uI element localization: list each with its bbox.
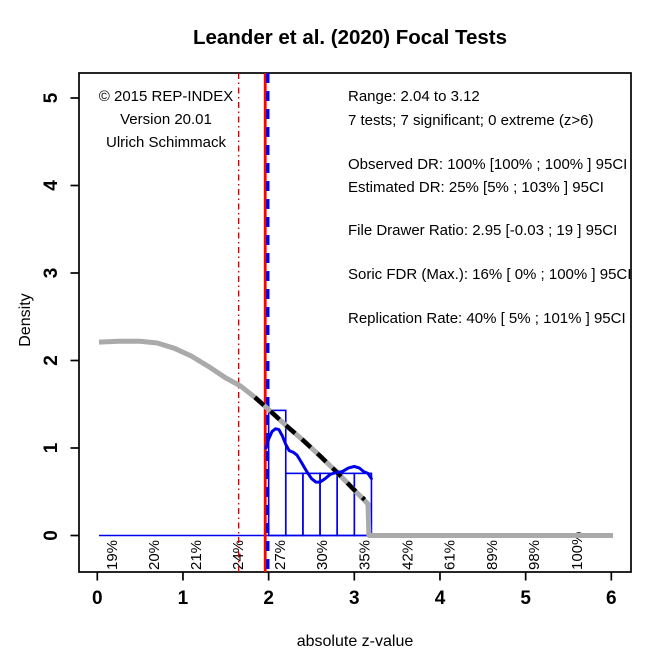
- x-axis-title: absolute z-value: [297, 633, 414, 650]
- x-tick-label: 1: [178, 588, 189, 609]
- y-tick-label: 4: [41, 180, 62, 191]
- copyright-line: © 2015 REP-INDEX: [99, 88, 233, 105]
- power-label: 21%: [188, 540, 205, 570]
- power-label: 35%: [357, 540, 374, 570]
- plot-title: Leander et al. (2020) Focal Tests: [193, 26, 507, 49]
- y-tick-label: 0: [41, 530, 62, 541]
- y-tick-label: 3: [41, 268, 62, 279]
- power-label: 89%: [484, 540, 501, 570]
- observed-dr-stat: Observed DR: 100% [100% ; 100% ] 95CI: [348, 156, 627, 173]
- histogram-layer: [267, 409, 373, 537]
- x-tick-label: 6: [606, 588, 617, 609]
- axes-layer: [70, 72, 632, 581]
- blue-density-curve: [264, 427, 373, 484]
- tick-labels-layer: 0 1 2 3 4 5 6 0 1 2 3 4 5: [41, 92, 617, 609]
- gray-model-curve: [98, 338, 613, 538]
- power-labels-layer: 19% 20% 21% 24% 27% 30% 35% 42% 61% 89% 98% 100%: [104, 532, 586, 570]
- power-label: 20%: [146, 540, 163, 570]
- power-label: 100%: [569, 532, 586, 570]
- x-tick-label: 5: [520, 588, 531, 609]
- power-label: 27%: [272, 540, 289, 570]
- version-line: Version 20.01: [120, 111, 212, 128]
- histogram-bar: [284, 472, 304, 537]
- replication-rate-stat: Replication Rate: 40% [ 5% ; 101% ] 95CI: [348, 310, 626, 327]
- power-label: 98%: [526, 540, 543, 570]
- y-tick-label: 1: [41, 442, 62, 453]
- y-tick-label: 5: [41, 92, 62, 103]
- power-label: 30%: [314, 540, 331, 570]
- author-line: Ulrich Schimmack: [106, 134, 227, 151]
- power-label: 19%: [104, 540, 121, 570]
- y-tick-label: 2: [41, 355, 62, 366]
- x-tick-label: 0: [92, 588, 103, 609]
- histogram-bar: [319, 472, 338, 537]
- x-tick-label: 4: [435, 588, 446, 609]
- x-tick-label: 2: [263, 588, 274, 609]
- estimated-dr-stat: Estimated DR: 25% [5% ; 103% ] 95CI: [348, 179, 604, 196]
- soric-fdr-stat: Soric FDR (Max.): 16% [ 0% ; 100% ] 95CI: [348, 266, 631, 283]
- power-label: 61%: [441, 540, 458, 570]
- range-stat: Range: 2.04 to 3.12: [348, 88, 480, 105]
- curves-layer: [98, 338, 613, 538]
- black-dashed-curve: [253, 395, 367, 502]
- histogram-bar: [353, 472, 373, 537]
- power-label: 42%: [399, 540, 416, 570]
- vlines-layer: [237, 73, 270, 572]
- file-drawer-ratio-stat: File Drawer Ratio: 2.95 [-0.03 ; 19 ] 95…: [348, 222, 617, 239]
- x-tick-label: 3: [349, 588, 360, 609]
- tests-count-stat: 7 tests; 7 significant; 0 extreme (z>6): [348, 112, 594, 129]
- y-axis-title: Density: [17, 293, 34, 346]
